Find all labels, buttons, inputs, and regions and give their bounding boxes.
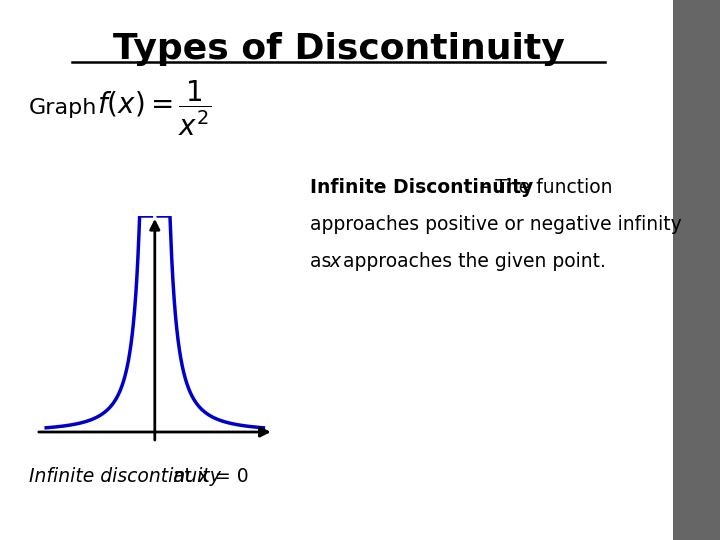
Text: – The function: – The function: [474, 178, 612, 197]
Text: Infinite discontinuity: Infinite discontinuity: [29, 467, 220, 486]
Text: approaches positive or negative infinity: approaches positive or negative infinity: [310, 215, 681, 234]
Text: $f\left(x\right)=\dfrac{1}{x^2}$: $f\left(x\right)=\dfrac{1}{x^2}$: [97, 78, 212, 138]
Text: x: x: [330, 252, 341, 271]
Text: Graph: Graph: [29, 98, 97, 118]
Text: at x = 0: at x = 0: [167, 467, 248, 486]
Text: as: as: [310, 252, 337, 271]
Text: Types of Discontinuity: Types of Discontinuity: [112, 32, 564, 66]
Text: Infinite Discontinuity: Infinite Discontinuity: [310, 178, 533, 197]
Text: approaches the given point.: approaches the given point.: [337, 252, 606, 271]
